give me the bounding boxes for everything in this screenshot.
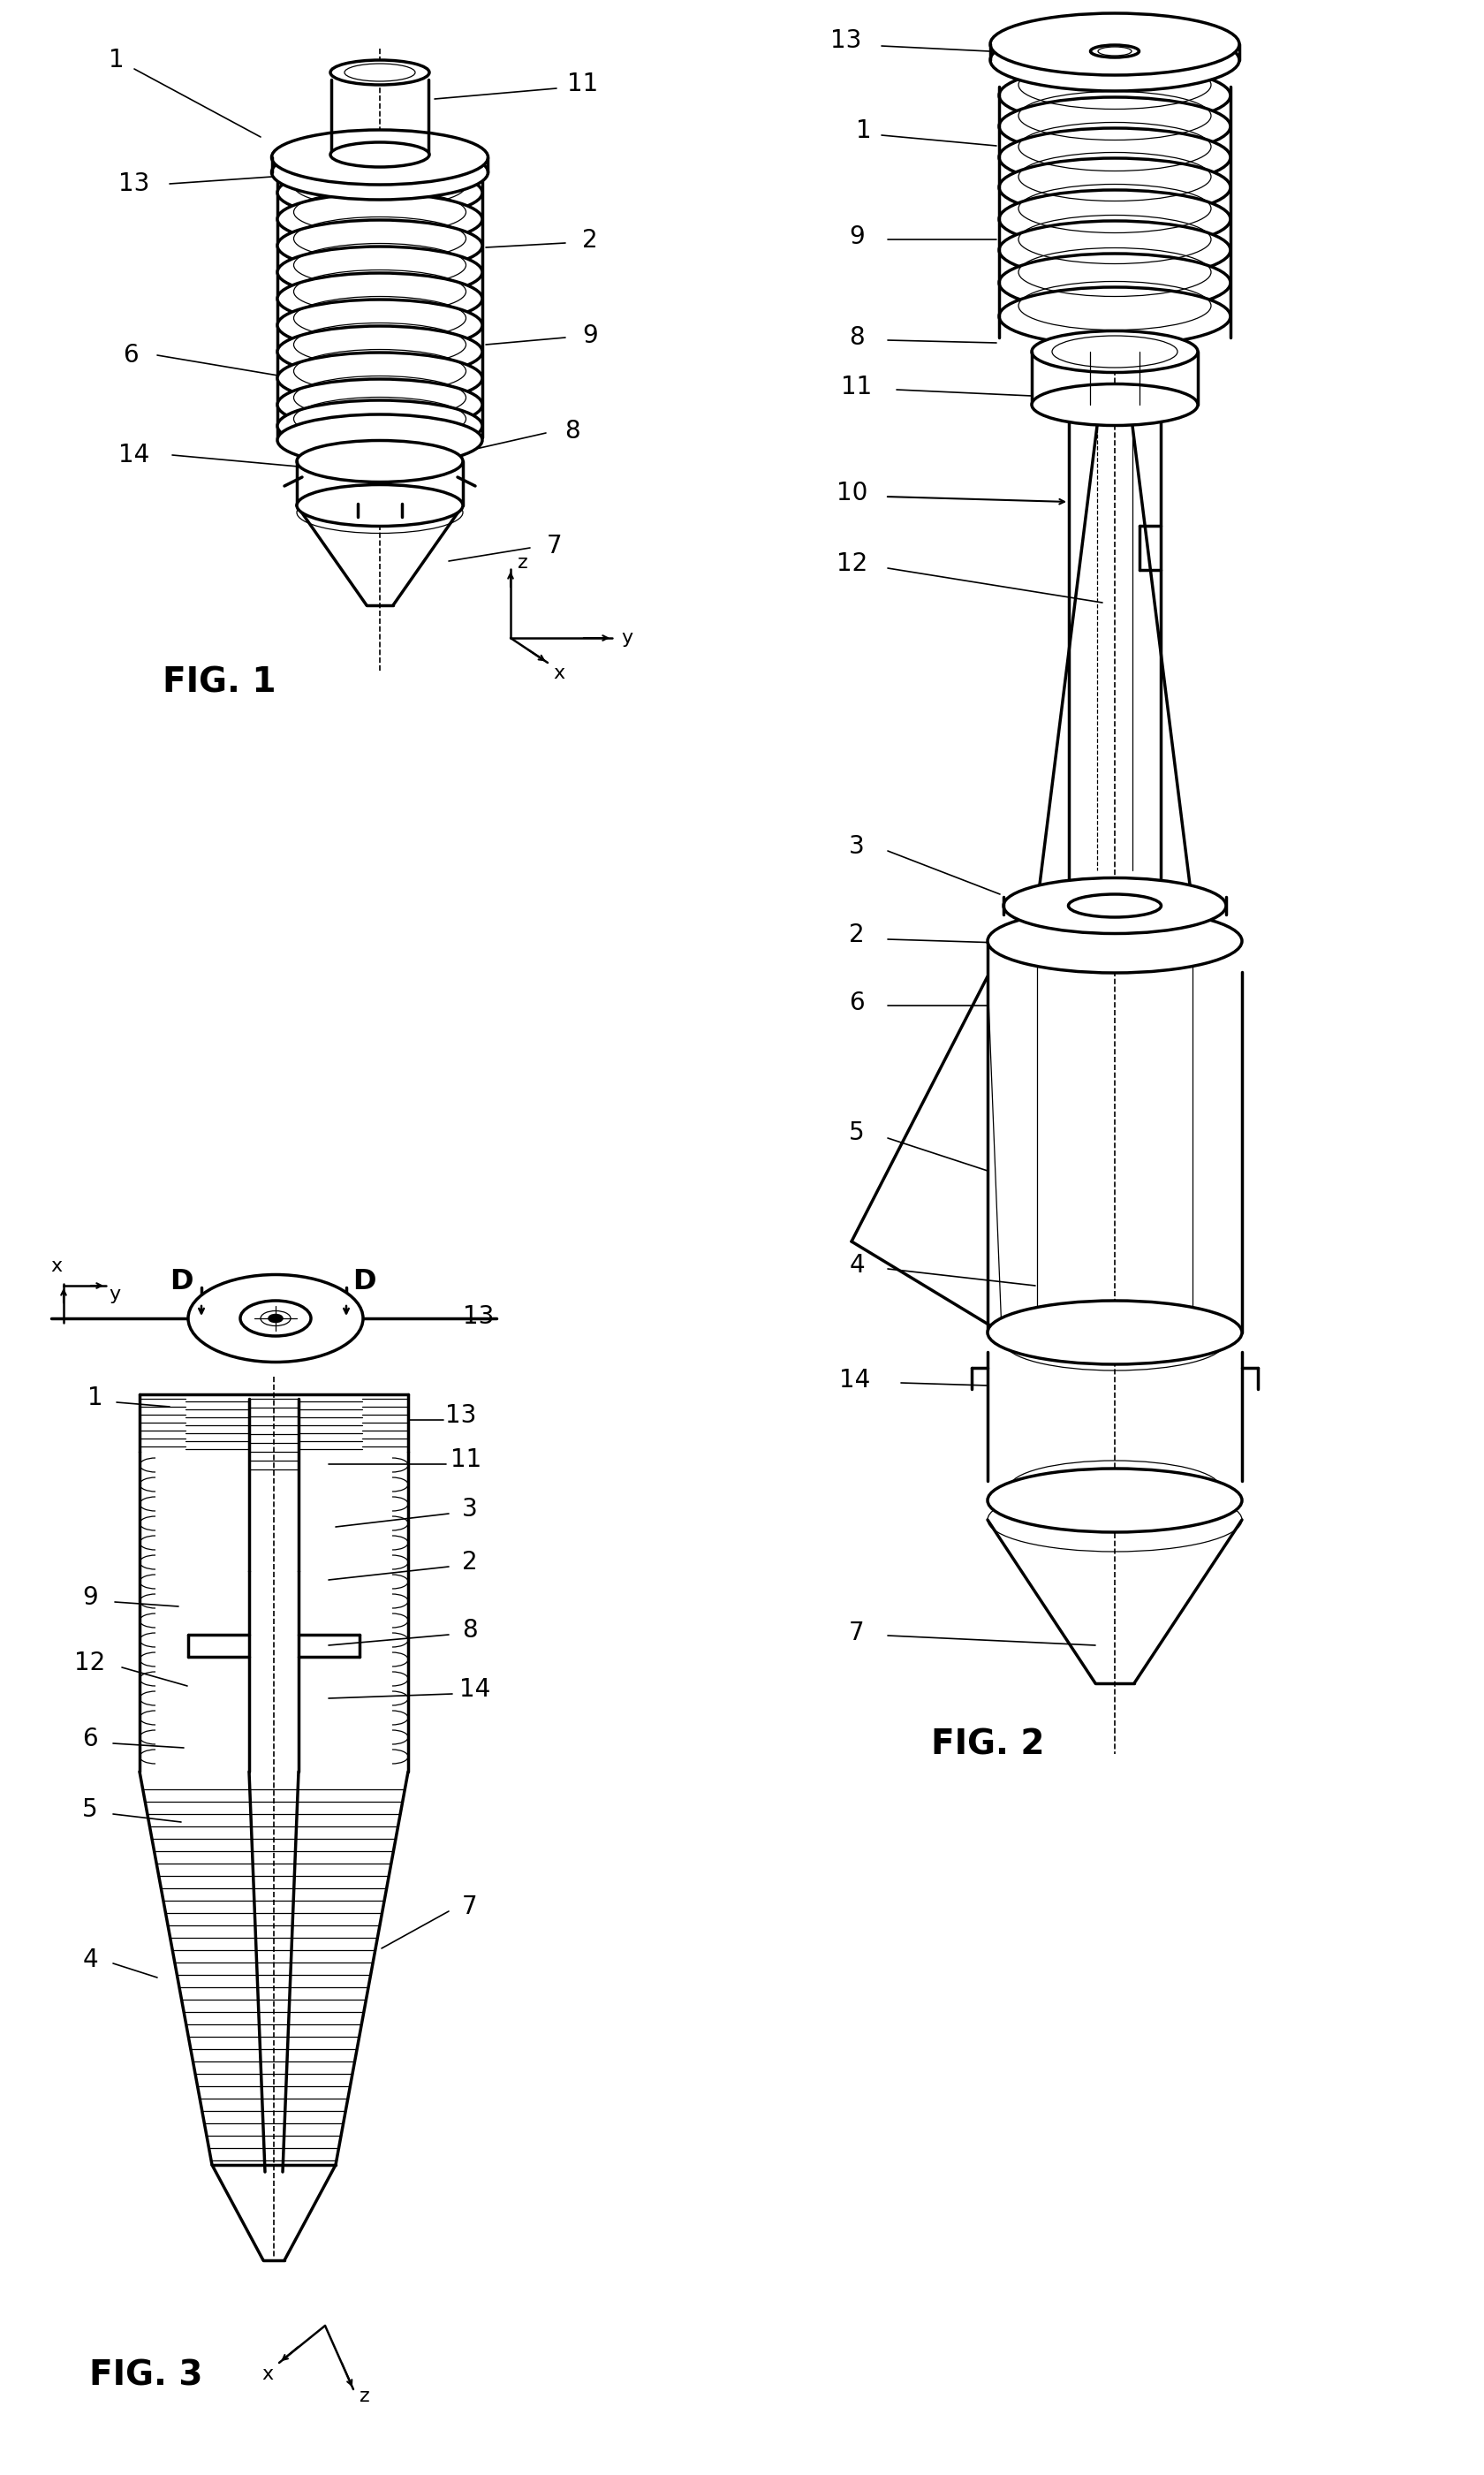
Text: 1: 1 xyxy=(108,47,125,72)
Text: 9: 9 xyxy=(582,324,598,349)
Ellipse shape xyxy=(999,97,1230,156)
Ellipse shape xyxy=(999,191,1230,248)
Text: 14: 14 xyxy=(838,1369,870,1393)
Ellipse shape xyxy=(1089,45,1138,57)
Ellipse shape xyxy=(272,129,488,186)
Ellipse shape xyxy=(278,220,482,272)
Ellipse shape xyxy=(999,129,1230,186)
Text: x: x xyxy=(261,2366,273,2383)
Text: 1: 1 xyxy=(856,119,871,144)
Ellipse shape xyxy=(1003,879,1226,933)
Ellipse shape xyxy=(188,1275,362,1361)
Ellipse shape xyxy=(278,351,482,403)
Ellipse shape xyxy=(278,166,482,218)
Ellipse shape xyxy=(329,141,429,166)
Text: FIG. 2: FIG. 2 xyxy=(930,1728,1043,1762)
Text: 4: 4 xyxy=(82,1948,98,1973)
Text: 3: 3 xyxy=(849,834,864,859)
Ellipse shape xyxy=(278,327,482,376)
Text: 5: 5 xyxy=(849,1121,864,1146)
Ellipse shape xyxy=(278,401,482,450)
Text: 7: 7 xyxy=(849,1621,864,1646)
Ellipse shape xyxy=(278,413,482,465)
Text: 6: 6 xyxy=(123,344,138,369)
Text: 7: 7 xyxy=(462,1893,478,1918)
Ellipse shape xyxy=(297,441,463,483)
Text: 14: 14 xyxy=(460,1678,491,1703)
Ellipse shape xyxy=(999,252,1230,312)
Text: FIG. 3: FIG. 3 xyxy=(89,2359,202,2391)
Text: 11: 11 xyxy=(567,72,598,97)
Text: 10: 10 xyxy=(837,480,868,505)
Text: 11: 11 xyxy=(451,1448,482,1473)
Ellipse shape xyxy=(999,287,1230,346)
Ellipse shape xyxy=(272,146,488,200)
Ellipse shape xyxy=(1068,893,1160,918)
Text: 6: 6 xyxy=(82,1728,98,1752)
Ellipse shape xyxy=(1031,384,1198,426)
Text: x: x xyxy=(50,1257,62,1275)
Text: 8: 8 xyxy=(564,418,580,443)
Text: 13: 13 xyxy=(445,1403,476,1428)
Text: 2: 2 xyxy=(582,228,598,252)
Text: 14: 14 xyxy=(119,443,150,468)
Ellipse shape xyxy=(999,220,1230,280)
Text: 9: 9 xyxy=(82,1584,98,1609)
Ellipse shape xyxy=(278,299,482,351)
Text: y: y xyxy=(620,629,632,646)
Text: 1: 1 xyxy=(88,1386,102,1411)
Text: 13: 13 xyxy=(830,27,861,52)
Ellipse shape xyxy=(999,158,1230,215)
Text: z: z xyxy=(518,554,528,572)
Ellipse shape xyxy=(987,1302,1241,1364)
Text: 13: 13 xyxy=(463,1304,494,1329)
Text: 12: 12 xyxy=(74,1651,105,1676)
Text: 8: 8 xyxy=(849,324,864,349)
Ellipse shape xyxy=(278,272,482,324)
Text: 2: 2 xyxy=(849,923,864,948)
Text: 9: 9 xyxy=(849,225,864,250)
Text: 2: 2 xyxy=(462,1549,478,1574)
Ellipse shape xyxy=(990,12,1239,74)
Text: 7: 7 xyxy=(546,535,562,559)
Text: 3: 3 xyxy=(462,1497,478,1522)
Ellipse shape xyxy=(278,379,482,431)
Text: 6: 6 xyxy=(849,990,864,1015)
Ellipse shape xyxy=(987,908,1241,973)
Text: 13: 13 xyxy=(119,171,150,196)
Text: 8: 8 xyxy=(462,1619,478,1643)
Ellipse shape xyxy=(987,1468,1241,1532)
Text: 4: 4 xyxy=(849,1252,864,1277)
Ellipse shape xyxy=(329,59,429,84)
Ellipse shape xyxy=(297,485,463,527)
Ellipse shape xyxy=(990,30,1239,92)
Text: y: y xyxy=(108,1285,120,1304)
Ellipse shape xyxy=(999,67,1230,124)
Text: D: D xyxy=(352,1267,375,1294)
Text: 11: 11 xyxy=(841,374,873,398)
Ellipse shape xyxy=(278,248,482,297)
Text: z: z xyxy=(359,2388,370,2406)
Ellipse shape xyxy=(1031,332,1198,371)
Ellipse shape xyxy=(269,1314,282,1322)
Text: FIG. 1: FIG. 1 xyxy=(162,666,276,698)
Ellipse shape xyxy=(278,193,482,245)
Text: 5: 5 xyxy=(82,1797,98,1822)
Text: x: x xyxy=(554,663,564,683)
Text: D: D xyxy=(169,1267,193,1294)
Text: 12: 12 xyxy=(837,552,868,577)
